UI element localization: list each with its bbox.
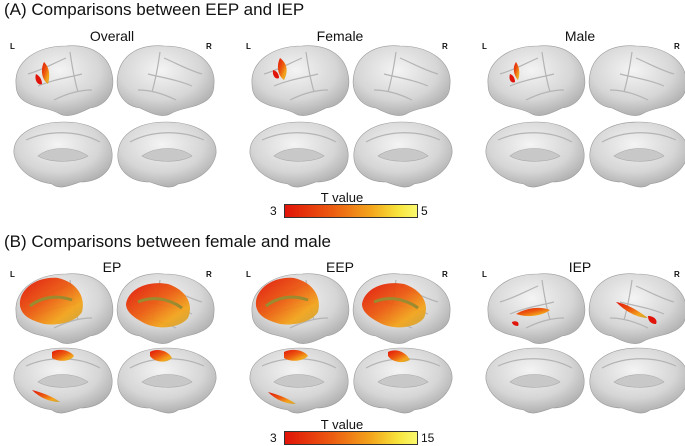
colorbar-b-title: T value [320, 417, 364, 432]
right-hemisphere-tag: R [442, 42, 448, 51]
right-hemisphere-tag: R [674, 42, 680, 51]
left-hemisphere-tag: L [10, 270, 15, 279]
right-hemisphere-tag: R [206, 270, 212, 279]
panel-a-overall [13, 45, 217, 188]
panel-label-eep: EEP [325, 259, 354, 275]
right-hemisphere-tag: R [442, 270, 448, 279]
panel-label-male: Male [564, 28, 596, 44]
left-hemisphere-tag: L [482, 42, 487, 51]
panel-label-ep: EP [102, 259, 122, 275]
colorbar-a-max: 5 [421, 204, 428, 218]
panel-label-overall: Overall [89, 28, 135, 44]
colorbar-b-max: 15 [421, 431, 435, 445]
right-hemisphere-tag: R [206, 42, 212, 51]
colorbar-a [284, 204, 418, 218]
left-hemisphere-tag: L [246, 42, 251, 51]
panel-a-male [485, 45, 685, 188]
left-hemisphere-tag: L [10, 42, 15, 51]
section-b-title: (B) Comparisons between female and male [4, 232, 331, 251]
left-hemisphere-tag: L [246, 270, 251, 279]
panel-label-iep: IEP [568, 259, 592, 275]
panel-label-female: Female [316, 28, 364, 44]
colorbar-a-title: T value [320, 190, 364, 205]
left-hemisphere-tag: L [482, 270, 487, 279]
section-a-title: (A) Comparisons between EEP and IEP [4, 0, 305, 19]
panel-b-iep [485, 273, 685, 414]
right-hemisphere-tag: R [674, 270, 680, 279]
colorbar-b [284, 431, 418, 445]
colorbar-a-min: 3 [270, 204, 277, 218]
panel-b-eep [249, 273, 453, 414]
panel-b-ep [13, 273, 217, 414]
colorbar-b-min: 3 [270, 431, 277, 445]
panel-a-female [249, 45, 453, 188]
